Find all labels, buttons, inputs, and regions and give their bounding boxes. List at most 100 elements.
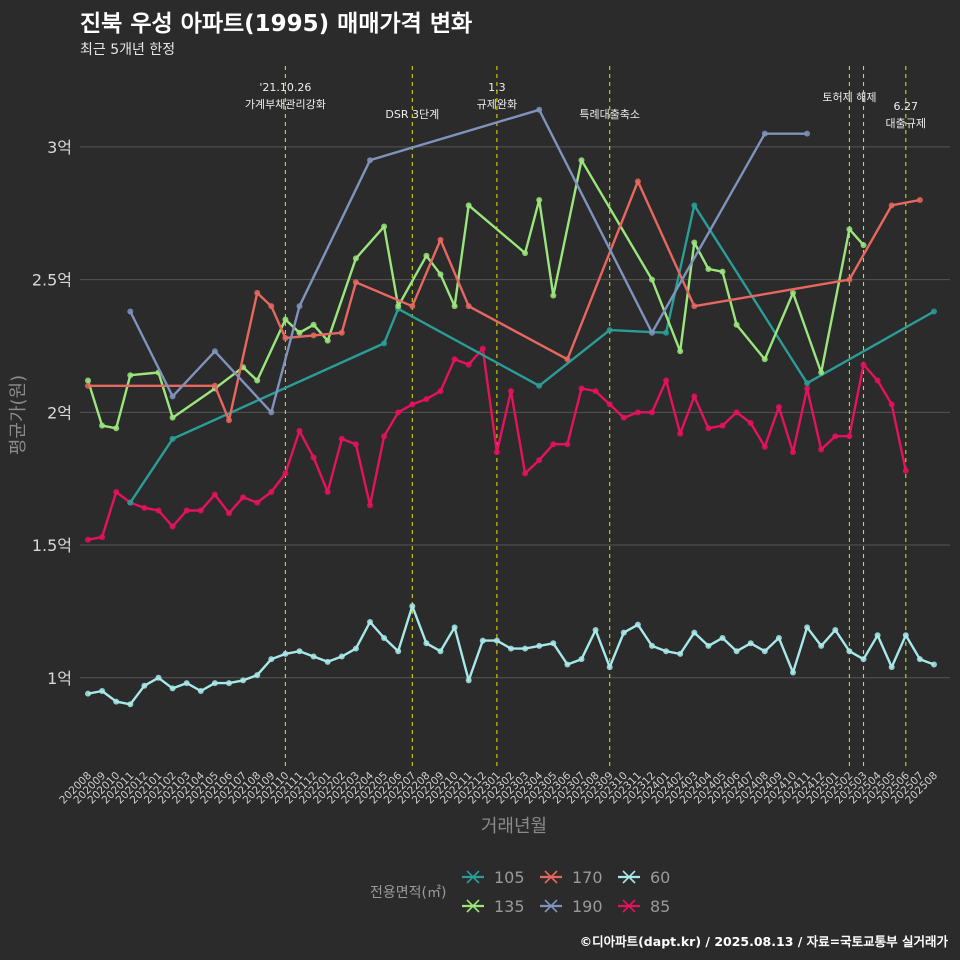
data-point-60 [99, 688, 106, 695]
series-line-135 [86, 159, 865, 430]
data-point-60 [634, 621, 641, 628]
data-point-85 [197, 507, 204, 514]
data-point-190 [536, 106, 543, 113]
legend-swatch-mark-105 [466, 870, 480, 884]
data-point-85 [282, 470, 289, 477]
data-point-135 [352, 255, 359, 262]
data-point-60 [747, 640, 754, 647]
data-point-60 [522, 645, 529, 652]
data-point-85 [775, 404, 782, 411]
data-point-60 [437, 648, 444, 655]
data-point-135 [296, 329, 303, 336]
legend-label-105: 105 [494, 868, 525, 887]
data-point-60 [310, 653, 317, 660]
data-point-85 [240, 494, 247, 501]
data-point-190 [268, 409, 275, 416]
legend: 전용면적(㎡) 105 135 170 190 60 85 [370, 868, 670, 916]
data-point-85 [733, 409, 740, 416]
data-point-170 [564, 356, 571, 363]
event-label: 특례대출축소 [579, 108, 640, 121]
data-point-85 [451, 356, 458, 363]
event-label: 1.3 [488, 81, 506, 94]
data-point-170 [409, 303, 416, 310]
data-point-85 [183, 507, 190, 514]
data-point-135 [719, 268, 726, 275]
data-point-85 [649, 409, 655, 416]
data-point-135 [113, 425, 120, 432]
data-point-85 [634, 409, 641, 416]
series-line-190 [129, 108, 808, 414]
data-point-135 [649, 276, 655, 283]
legend-label-190: 190 [572, 897, 603, 916]
data-point-135 [846, 226, 853, 233]
event-label: 가계부채관리강화 [245, 98, 326, 111]
data-point-170 [916, 197, 923, 204]
data-point-85 [620, 414, 627, 421]
data-point-85 [381, 433, 388, 440]
data-point-60 [493, 637, 500, 644]
data-point-60 [818, 642, 825, 649]
event-label: 토허제 해제 [822, 90, 876, 104]
data-point-85 [85, 536, 91, 543]
series-line-85 [87, 347, 907, 541]
data-point-60 [423, 640, 430, 647]
data-point-190 [804, 130, 811, 137]
data-point-85 [113, 488, 120, 495]
data-point-60 [338, 653, 345, 660]
data-point-60 [550, 640, 557, 647]
data-point-60 [804, 624, 811, 631]
data-point-170 [691, 303, 698, 310]
data-point-85 [818, 446, 825, 453]
data-point-85 [437, 388, 444, 395]
event-label: 6.27 [894, 100, 919, 113]
data-point-170 [465, 303, 472, 310]
data-point-60 [113, 698, 120, 705]
data-point-135 [522, 250, 529, 257]
data-point-85 [719, 422, 726, 429]
data-point-135 [437, 271, 444, 278]
legend-swatch-mark-85 [622, 899, 636, 913]
data-point-60 [451, 624, 458, 631]
series-layer [85, 106, 937, 708]
data-point-85 [226, 510, 232, 517]
data-point-85 [141, 504, 148, 511]
data-point-190 [296, 303, 303, 310]
data-point-60 [268, 656, 275, 663]
data-point-135 [860, 242, 867, 249]
chart-subtitle: 최근 5개년 한정 [80, 42, 176, 58]
data-point-85 [747, 419, 754, 426]
data-point-135 [465, 202, 472, 209]
data-point-60 [916, 656, 923, 663]
data-point-85 [564, 441, 571, 448]
data-point-135 [127, 372, 134, 379]
data-point-135 [169, 414, 176, 421]
data-point-135 [324, 337, 331, 344]
data-point-60 [564, 661, 571, 668]
data-point-85 [409, 401, 416, 408]
data-point-85 [536, 457, 543, 464]
data-point-85 [606, 401, 613, 408]
data-point-60 [578, 656, 585, 663]
y-axis-title: 평균가(원) [8, 375, 29, 455]
data-point-85 [874, 377, 881, 384]
data-point-135 [677, 348, 684, 355]
data-point-170 [634, 178, 641, 185]
data-point-135 [395, 303, 402, 310]
data-point-190 [367, 157, 373, 164]
data-point-85 [705, 425, 712, 432]
data-point-60 [282, 650, 289, 657]
legend-swatch-mark-170 [544, 870, 558, 884]
data-point-60 [141, 682, 148, 689]
data-point-135 [705, 266, 712, 273]
data-point-60 [479, 637, 486, 644]
data-point-170 [211, 382, 218, 389]
data-point-85 [804, 385, 811, 392]
y-tick-label: 1.5억 [32, 536, 72, 555]
chart-title: 진북 우성 아파트(1995) 매매가격 변화 [80, 11, 473, 37]
event-label: 규제완화 [477, 98, 517, 111]
data-point-85 [324, 488, 331, 495]
data-point-135 [451, 303, 458, 310]
data-point-60 [296, 648, 303, 655]
data-point-60 [592, 626, 599, 633]
event-label: '21.10.26 [259, 81, 311, 94]
